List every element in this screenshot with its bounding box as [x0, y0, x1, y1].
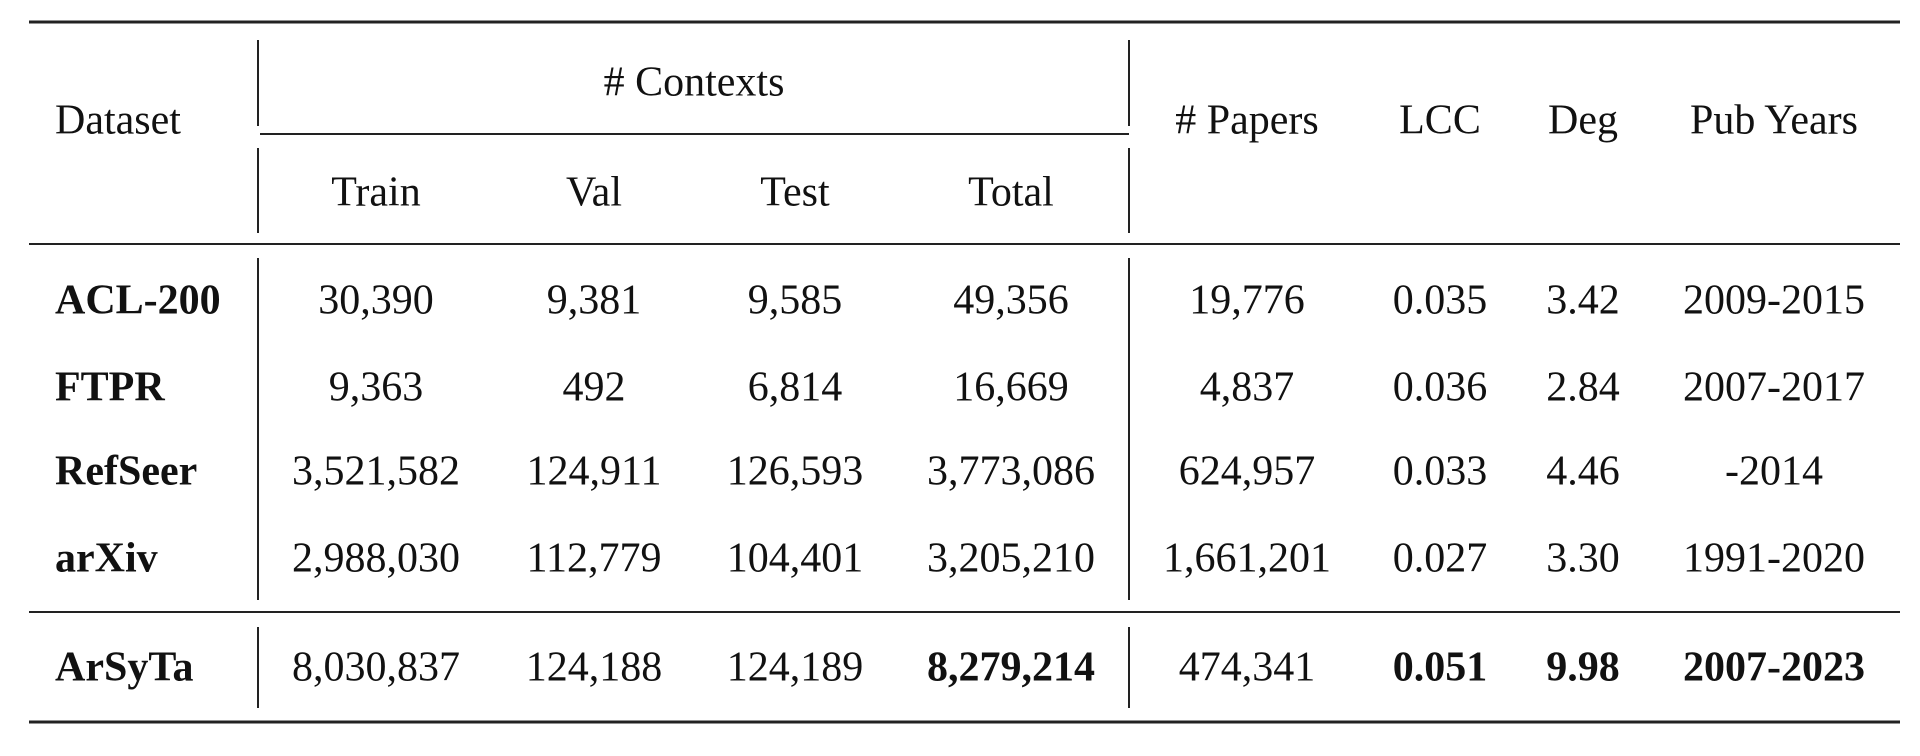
cell: 1991-2020	[1683, 536, 1865, 582]
cell: 474,341	[1179, 645, 1316, 691]
cell: -2014	[1725, 449, 1823, 495]
cell: 8,030,837	[292, 645, 460, 691]
cell: 3.30	[1546, 536, 1620, 582]
row-label: arXiv	[55, 536, 158, 582]
cell: 30,390	[318, 278, 434, 324]
header-cell: Dataset	[55, 98, 181, 144]
subheader-cell: Total	[968, 170, 1054, 216]
row-label: FTPR	[55, 365, 165, 411]
cell: 3,773,086	[927, 449, 1095, 495]
cell: 4.46	[1546, 449, 1620, 495]
cell: 3.42	[1546, 278, 1620, 324]
cell: 124,189	[727, 645, 864, 691]
cell: 492	[563, 365, 626, 411]
cell: 49,356	[953, 278, 1069, 324]
cell: 2007-2017	[1683, 365, 1865, 411]
row-label: ACL-200	[55, 278, 221, 324]
header-cell: # Contexts	[604, 60, 785, 106]
cell: 3,521,582	[292, 449, 460, 495]
header-cell: LCC	[1399, 98, 1481, 144]
vertical-rules	[257, 40, 1130, 708]
cell: 624,957	[1179, 449, 1316, 495]
cell: 104,401	[727, 536, 864, 582]
cell: 4,837	[1200, 365, 1295, 411]
cell: 124,911	[527, 449, 662, 495]
cell: 0.027	[1393, 536, 1488, 582]
cell: 0.036	[1393, 365, 1488, 411]
header-cell: Deg	[1548, 98, 1618, 144]
subheader-cell: Train	[331, 170, 420, 216]
cell: 16,669	[953, 365, 1069, 411]
cell: 0.035	[1393, 278, 1488, 324]
cell: 19,776	[1189, 278, 1305, 324]
cell: 2007-2023	[1683, 645, 1865, 691]
row-label: ArSyTa	[55, 645, 194, 691]
header-cell: # Papers	[1175, 98, 1318, 144]
cell: 2,988,030	[292, 536, 460, 582]
subheader-cell: Test	[760, 170, 830, 216]
cell: 3,205,210	[927, 536, 1095, 582]
cell: 2009-2015	[1683, 278, 1865, 324]
cell: 9,585	[748, 278, 843, 324]
cell: 9,381	[547, 278, 642, 324]
cell: 6,814	[748, 365, 843, 411]
cell: 2.84	[1546, 365, 1620, 411]
cell: 0.051	[1393, 645, 1488, 691]
cell: 124,188	[526, 645, 663, 691]
cell: 8,279,214	[927, 645, 1095, 691]
subheader-cell: Val	[566, 170, 622, 216]
cell: 112,779	[527, 536, 662, 582]
cell: 126,593	[727, 449, 864, 495]
cell: 9,363	[329, 365, 424, 411]
cell: 1,661,201	[1163, 536, 1331, 582]
cell: 0.033	[1393, 449, 1488, 495]
row-label: RefSeer	[55, 449, 197, 495]
cell: 9.98	[1546, 645, 1620, 691]
header-cell: Pub Years	[1690, 98, 1858, 144]
